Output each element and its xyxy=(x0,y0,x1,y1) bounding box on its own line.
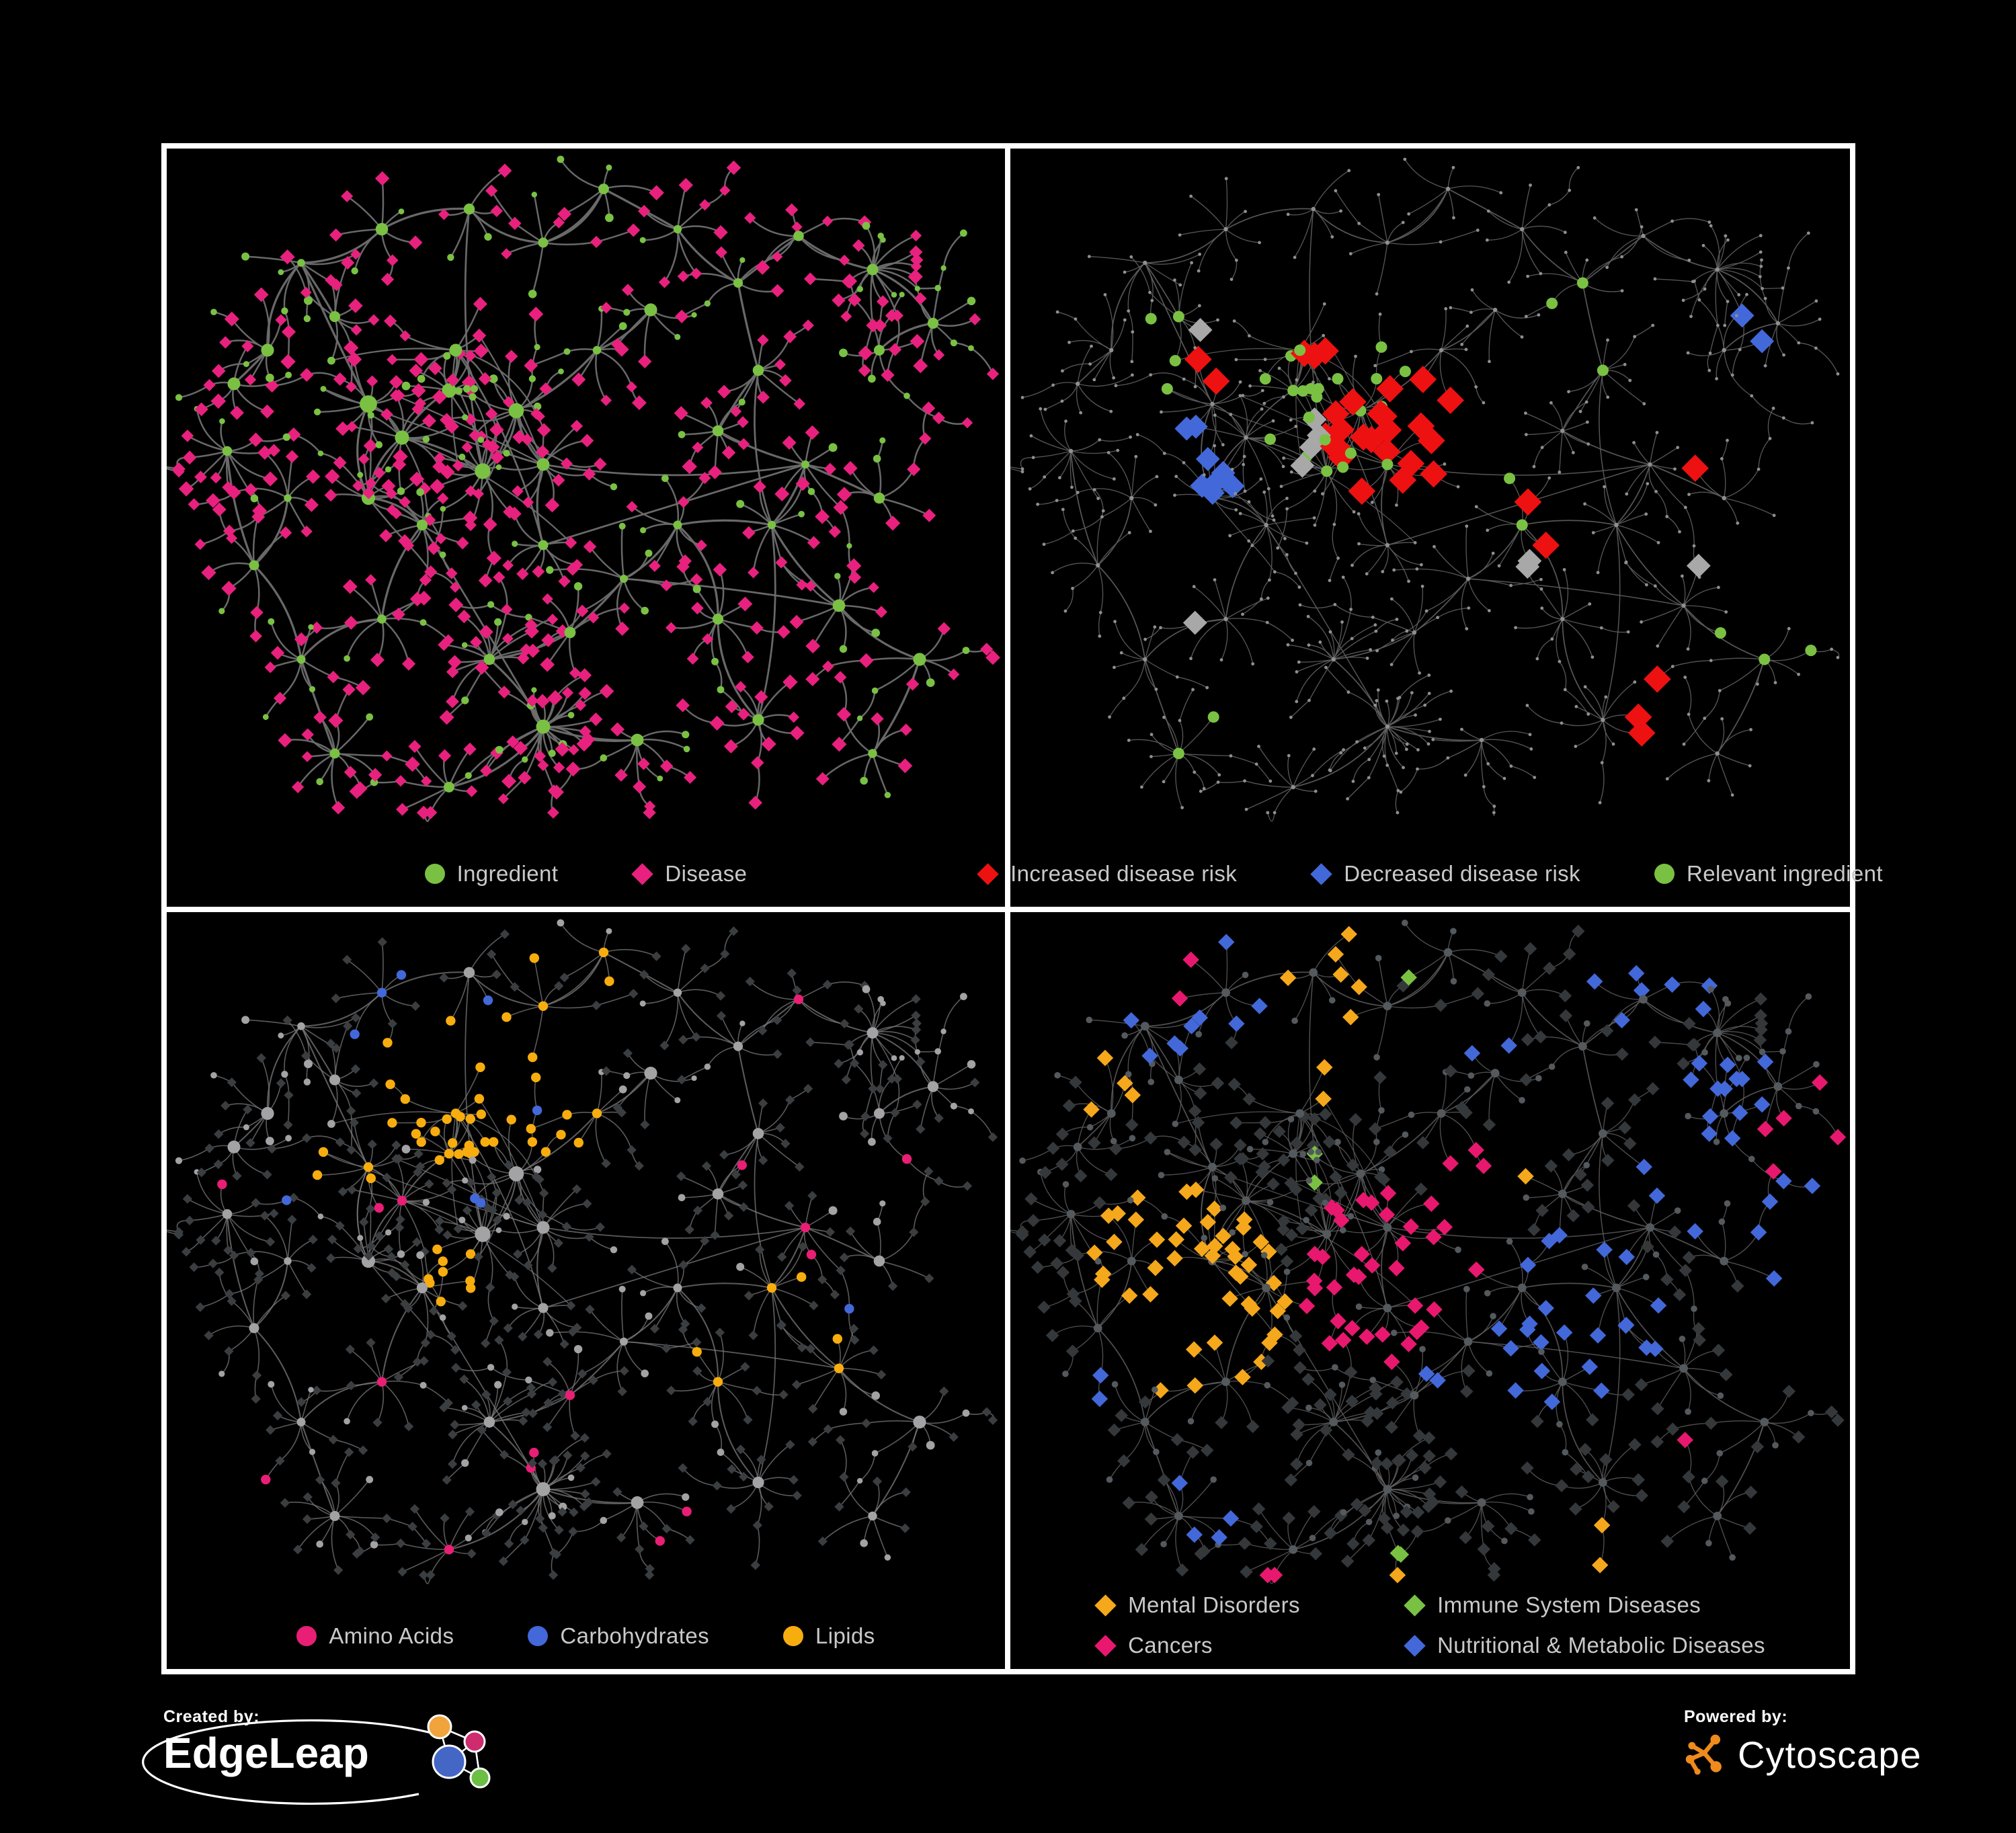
legend-label: Immune System Diseases xyxy=(1437,1592,1701,1617)
legend-marker-circle-icon xyxy=(783,1626,803,1646)
edgeleap-node-pink xyxy=(463,1730,486,1753)
legend-label: Ingredient xyxy=(456,861,559,886)
legend-marker-circle-icon xyxy=(296,1626,317,1646)
network-graph-disease-risk xyxy=(1010,157,1840,822)
network-graph-ingredients-diseases xyxy=(167,155,1000,822)
edgeleap-node-blue xyxy=(432,1744,467,1779)
legend-marker-diamond-icon xyxy=(1094,1594,1117,1617)
legend-nutrient-classes: Amino Acids Carbohydrates Lipids xyxy=(167,1623,1005,1649)
network-graph-disease-categories xyxy=(1010,920,1847,1584)
cytoscape-nodes xyxy=(1685,1734,1722,1775)
legend-label: Amino Acids xyxy=(329,1623,454,1648)
legend-disease-risk: Increased disease risk Decreased disease … xyxy=(977,861,1883,887)
legend-marker-circle-icon xyxy=(1654,864,1675,884)
legend-item: Nutritional & Metabolic Diseases xyxy=(1404,1633,1765,1658)
network-panel-ingredients-diseases: Ingredient Disease xyxy=(161,143,1010,912)
network-panel-disease-risk: Increased disease risk Decreased disease … xyxy=(977,143,1883,912)
legend-ingredients-diseases: Ingredient Disease xyxy=(167,861,1005,887)
network-graph-nutrient-classes xyxy=(167,919,998,1584)
legend-label: Cancers xyxy=(1128,1633,1213,1658)
legend-label: Disease xyxy=(665,861,748,886)
legend-label: Decreased disease risk xyxy=(1344,861,1580,886)
edgeleap-node-green xyxy=(469,1767,491,1789)
legend-marker-diamond-icon xyxy=(1310,862,1332,885)
network-panel-nutrient-classes: Amino Acids Carbohydrates Lipids xyxy=(161,907,1010,1674)
legend-marker-diamond-icon xyxy=(631,862,654,885)
legend-marker-diamond-icon xyxy=(1404,1634,1426,1657)
legend-item: Amino Acids xyxy=(296,1623,454,1649)
legend-disease-categories: Mental Disorders Immune System Diseases Ca… xyxy=(1094,1592,1765,1658)
legend-item: Mental Disorders xyxy=(1094,1592,1364,1618)
cytoscape-wordmark: Cytoscape xyxy=(1738,1733,1922,1776)
legend-item: Ingredient xyxy=(424,861,559,887)
legend-label: Mental Disorders xyxy=(1128,1592,1300,1617)
legend-item: Lipids xyxy=(783,1623,875,1649)
legend-label: Increased disease risk xyxy=(1010,861,1238,886)
legend-marker-diamond-icon xyxy=(977,862,999,885)
edgeleap-node-orange xyxy=(427,1714,452,1740)
legend-label: Lipids xyxy=(815,1623,875,1648)
edgeleap-network-icon xyxy=(427,1714,491,1789)
cytoscape-brand: Powered by: Cytoscape xyxy=(1684,1707,1966,1777)
legend-item: Disease xyxy=(631,861,748,887)
legend-item: Immune System Diseases xyxy=(1404,1592,1765,1618)
legend-label: Nutritional & Metabolic Diseases xyxy=(1437,1633,1765,1658)
legend-marker-diamond-icon xyxy=(1404,1594,1426,1617)
network-panel-disease-categories: Mental Disorders Immune System Diseases Ca… xyxy=(1005,907,1855,1674)
edgeleap-wordmark: EdgeLeap xyxy=(163,1729,369,1777)
legend-marker-circle-icon xyxy=(424,864,445,884)
legend-label: Relevant ingredient xyxy=(1686,861,1883,886)
legend-marker-diamond-icon xyxy=(1094,1634,1117,1657)
edgeleap-brand: Created by: EdgeLeap xyxy=(142,1707,540,1809)
legend-item: Increased disease risk xyxy=(977,861,1237,887)
cytoscape-icon xyxy=(1685,1734,1722,1775)
legend-item: Decreased disease risk xyxy=(1310,861,1580,887)
legend-item: Relevant ingredient xyxy=(1654,861,1883,887)
edgeleap-swoosh-icon xyxy=(142,1719,434,1805)
legend-item: Cancers xyxy=(1094,1633,1364,1658)
legend-marker-circle-icon xyxy=(528,1626,549,1646)
legend-item: Carbohydrates xyxy=(528,1623,709,1649)
legend-label: Carbohydrates xyxy=(560,1623,709,1648)
powered-by-label: Powered by: xyxy=(1684,1707,1788,1726)
